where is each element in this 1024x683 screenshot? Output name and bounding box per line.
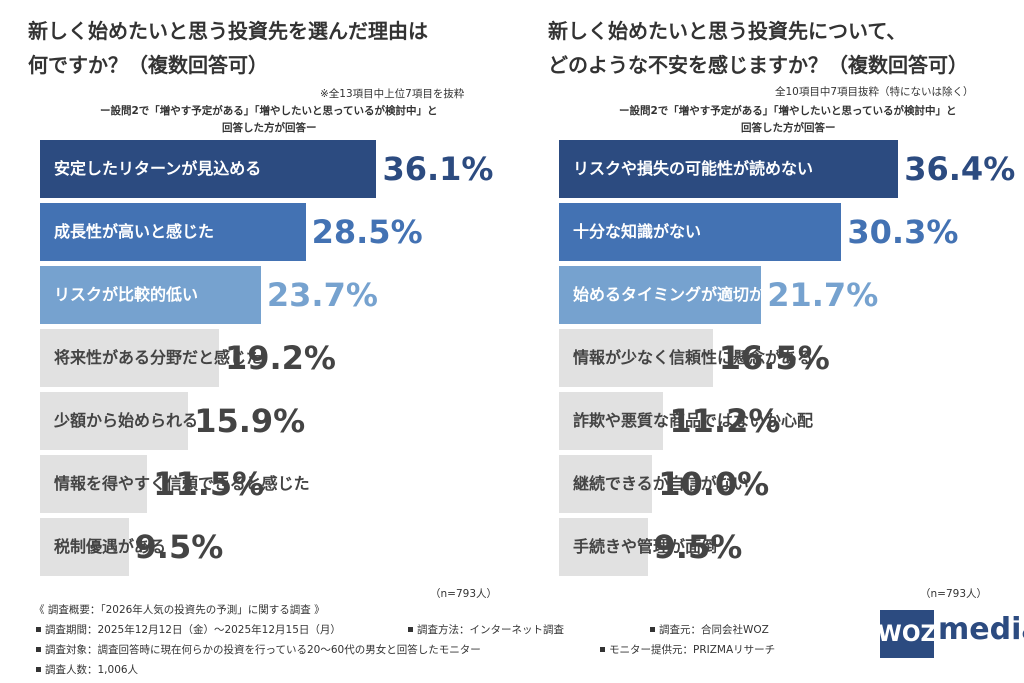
logo-box: WOZ [878, 610, 936, 658]
category-label: 成長性が高いと感じた [54, 222, 215, 241]
bar [559, 266, 762, 324]
subtitle: ー設問2で「増やす予定がある」「増やしたいと思っているが検討中」と [619, 105, 957, 117]
category-label: 将来性がある分野だと感じた [54, 348, 263, 367]
value-label: 9.5% [134, 528, 224, 566]
chart-title: 新しく始めたいと思う投資先について、 [548, 19, 907, 43]
category-label: 少額から始められる [54, 411, 199, 430]
value-label: 11.5% [153, 465, 265, 503]
value-label: 9.5% [653, 528, 743, 566]
footer-item: 調査方法：インターネット調査 [417, 624, 564, 636]
value-label: 16.5% [718, 339, 830, 377]
bar [559, 455, 653, 513]
value-label: 19.2% [224, 339, 336, 377]
bullet [36, 647, 41, 652]
category-label: リスクや損失の可能性が読めない [573, 159, 814, 178]
bar [40, 392, 189, 450]
footer-item: 調査対象：調査回答時に現在何らかの投資を行っている20〜60代の男女と回答したモ… [45, 644, 481, 656]
note: ※全13項目中上位7項目を抜粋 [320, 88, 465, 100]
category-label: 税制優遇がある [54, 537, 167, 556]
bar [559, 392, 664, 450]
footer-item: モニター提供元：PRIZMAリサーチ [609, 644, 776, 656]
category-label: 継続できるか自信がない [573, 474, 749, 493]
bullet [650, 627, 655, 632]
value-label: 30.3% [847, 213, 959, 251]
value-label: 36.1% [382, 150, 494, 188]
note: 全10項目中7項目抜粋（特にないは除く） [775, 86, 974, 98]
bar [559, 518, 648, 576]
bar [40, 455, 148, 513]
bar [40, 140, 377, 198]
value-label: 15.9% [194, 402, 306, 440]
footer-item: 調査元：合同会社WOZ [659, 624, 769, 636]
bar [40, 203, 306, 261]
chart-title: どのような不安を感じますか？（複数回答可） [548, 53, 968, 77]
subtitle: 回答した方が回答ー [222, 122, 317, 134]
chart-title: 何ですか？（複数回答可） [28, 53, 268, 77]
subtitle: ー設問2で「増やす予定がある」「増やしたいと思っているが検討中」と [100, 105, 438, 117]
category-label: リスクが比較的低い [54, 285, 199, 304]
category-label: 十分な知識がない [573, 222, 702, 241]
bullet [36, 627, 41, 632]
bullet [408, 627, 413, 632]
bar [40, 518, 129, 576]
value-label: 11.2% [669, 402, 781, 440]
category-label: 詐欺や悪質な商品ではないか心配 [573, 411, 814, 430]
category-label: 情報を得やすく信頼できると感じた [54, 474, 310, 493]
bar [559, 140, 899, 198]
logo-text: media [938, 612, 1024, 647]
value-label: 21.7% [767, 276, 879, 314]
bar [40, 266, 261, 324]
sample-size: （n=793人） [430, 588, 497, 600]
chart-title: 新しく始めたいと思う投資先を選んだ理由は [28, 19, 428, 43]
footer-heading: 《 調査概要：「2026年人気の投資先の予測」に関する調査 》 [34, 604, 325, 616]
bar [559, 203, 842, 261]
category-label: 始めるタイミングが適切か 判断がつかない [573, 285, 883, 304]
category-label: 情報が少なく信頼性に懸念がある [573, 348, 814, 367]
category-label: 安定したリターンが見込める [54, 159, 262, 178]
footer-item: 調査人数：1,006人 [45, 664, 139, 676]
footer-item: 調査期間：2025年12月12日（金）〜2025年12月15日（月） [45, 624, 341, 636]
bar [40, 329, 219, 387]
value-label: 36.4% [904, 150, 1016, 188]
bullet [36, 667, 41, 672]
bar [559, 329, 713, 387]
value-label: 23.7% [266, 276, 378, 314]
value-label: 28.5% [311, 213, 423, 251]
subtitle: 回答した方が回答ー [741, 122, 836, 134]
value-label: 10.0% [658, 465, 770, 503]
bullet [600, 647, 605, 652]
sample-size: （n=793人） [920, 588, 987, 600]
category-label: 手続きや管理が面倒 [573, 537, 718, 556]
